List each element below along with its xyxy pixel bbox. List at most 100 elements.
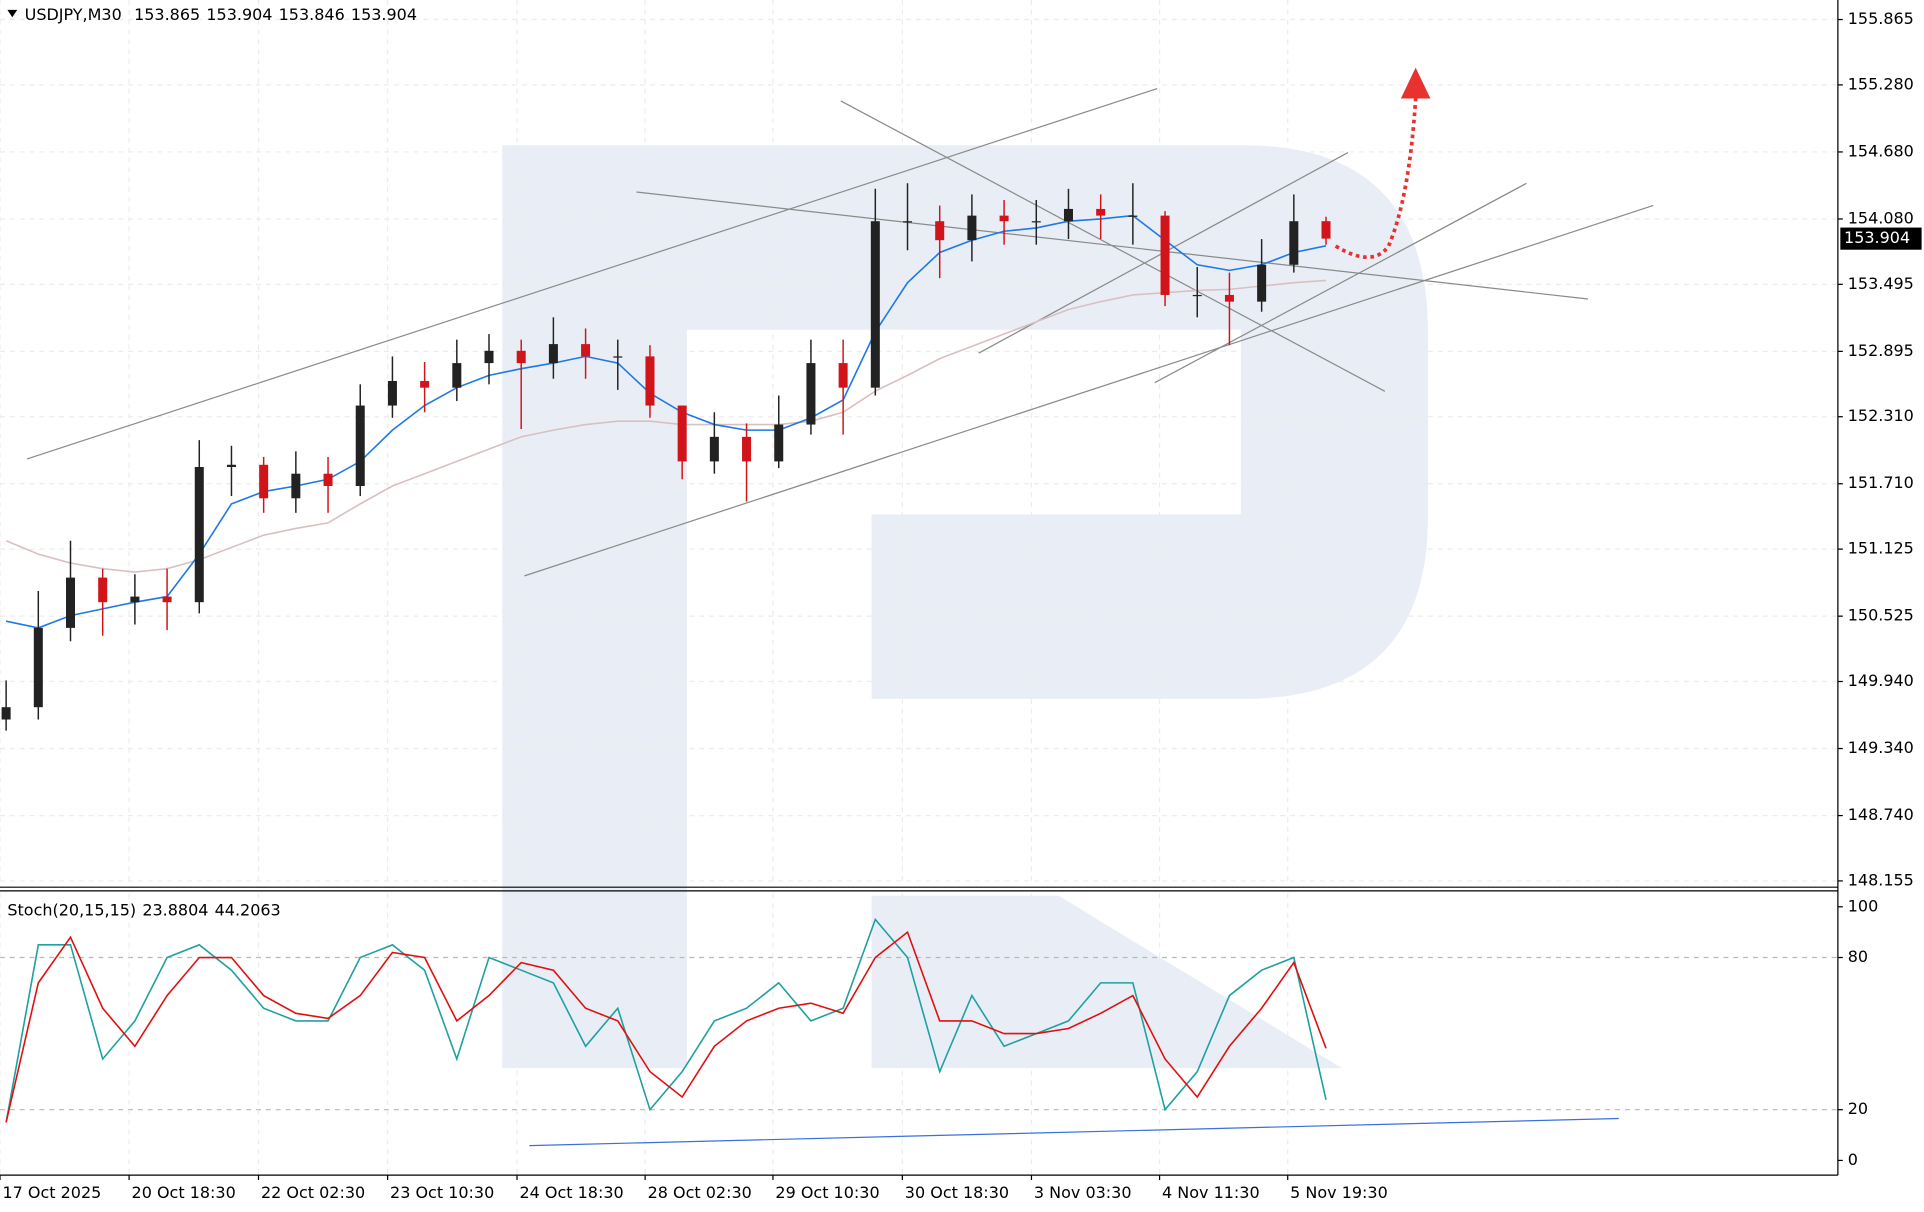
forecast-head	[1400, 67, 1431, 99]
logo-leg	[871, 895, 1342, 1069]
y-tick-label: 100	[1848, 896, 1879, 915]
candle-body	[65, 577, 76, 628]
y-tick-label: 20	[1848, 1099, 1868, 1118]
candle-body	[1096, 208, 1106, 216]
price-tag-label: 153.904	[1844, 228, 1910, 247]
stoch-header: Stoch(20,15,15) 23.8804 44.2063	[7, 900, 280, 919]
x-tick-label: 17 Oct 2025	[2, 1183, 101, 1202]
symbol-marker	[7, 9, 18, 18]
candle-body	[613, 356, 623, 358]
candle-body	[1321, 221, 1331, 239]
open: 153.865	[134, 4, 200, 23]
d-value: 44.2063	[215, 900, 281, 919]
candle-body	[259, 464, 269, 499]
candle-body	[323, 473, 333, 486]
y-tick-label: 149.340	[1848, 738, 1914, 757]
x-tick-label: 22 Oct 02:30	[261, 1183, 365, 1202]
y-tick-label: 149.940	[1848, 671, 1914, 690]
candle-body	[484, 350, 494, 364]
x-tick-label: 5 Nov 19:30	[1290, 1183, 1388, 1202]
candle-body	[806, 363, 816, 425]
y-tick-label: 154.680	[1848, 141, 1914, 160]
y-tick-label: 153.495	[1848, 274, 1914, 293]
y-tick-label: 150.525	[1848, 606, 1914, 625]
candle-body	[226, 464, 236, 468]
data	[1, 183, 1331, 1123]
candle-body	[33, 627, 43, 708]
candle-body	[1063, 208, 1073, 222]
y-tick-label: 80	[1848, 947, 1868, 966]
candle-body	[1128, 215, 1138, 217]
candle-body	[548, 344, 558, 364]
x-tick-label: 29 Oct 10:30	[775, 1183, 879, 1202]
y-tick-label: 148.155	[1848, 870, 1914, 889]
candle-body	[355, 405, 365, 486]
y-tick-label: 0	[1848, 1150, 1858, 1169]
low: 153.846	[279, 4, 345, 23]
candle-body	[903, 221, 913, 223]
symbol-header: USDJPY,M30 153.865 153.904 153.846 153.904	[25, 4, 417, 23]
x-tick-label: 4 Nov 11:30	[1162, 1183, 1260, 1202]
candle-body	[1289, 221, 1299, 265]
candle-body	[1031, 221, 1041, 223]
candle-body	[420, 380, 430, 388]
close: 153.904	[351, 4, 417, 23]
logo-bowl	[502, 145, 1428, 1069]
grid	[0, 0, 1838, 1176]
candle-body	[452, 363, 462, 388]
candle-body	[130, 596, 140, 603]
forecast-path	[1334, 98, 1418, 259]
candle-body	[98, 577, 108, 603]
y-tick-label: 155.865	[1848, 9, 1914, 28]
candle-body	[709, 436, 719, 462]
series-line	[5, 214, 1327, 629]
candle-body	[870, 221, 880, 388]
k-value: 23.8804	[142, 900, 208, 919]
x-tick-label: 30 Oct 18:30	[905, 1183, 1009, 1202]
watermark	[502, 145, 1428, 1069]
candle-body	[162, 596, 172, 603]
candle-body	[774, 424, 784, 462]
series-line	[5, 279, 1327, 573]
y-tick-label: 152.310	[1848, 406, 1914, 425]
indicator: Stoch(20,15,15)	[7, 900, 136, 919]
candle-body	[1192, 294, 1202, 297]
candle-body	[1257, 264, 1267, 302]
y-tick-label: 151.125	[1848, 539, 1914, 558]
frame	[0, 0, 1839, 1176]
x-tick-label: 20 Oct 18:30	[132, 1183, 236, 1202]
x-tick-label: 28 Oct 02:30	[648, 1183, 752, 1202]
forecast-arrow	[1334, 67, 1431, 259]
candle-body	[387, 380, 397, 406]
high: 153.904	[206, 4, 272, 23]
y-tick-label: 148.740	[1848, 805, 1914, 824]
y-tick-label: 152.895	[1848, 341, 1914, 360]
series-line	[5, 930, 1327, 1123]
candle-body	[516, 350, 526, 364]
trend-line	[840, 100, 1386, 392]
x-tick-label: 24 Oct 18:30	[519, 1183, 623, 1202]
candle-body	[645, 356, 655, 406]
stoch-trend-line	[529, 1117, 1619, 1147]
symbol: USDJPY,M30	[25, 4, 122, 23]
x-tick-label: 3 Nov 03:30	[1034, 1183, 1132, 1202]
candle-body	[291, 473, 301, 499]
price-tag	[1840, 227, 1922, 250]
candle-body	[935, 221, 945, 241]
trend-line	[1154, 182, 1527, 384]
x-tick-label: 23 Oct 10:30	[390, 1183, 494, 1202]
trend-line	[26, 88, 1158, 460]
candle-body	[1160, 215, 1170, 295]
candle-body	[742, 436, 752, 462]
y-tick-label: 155.280	[1848, 74, 1914, 93]
y-tick-label: 154.080	[1848, 208, 1914, 227]
candle-body	[1224, 294, 1234, 302]
candle-body	[999, 215, 1009, 222]
trend-line	[524, 204, 1654, 577]
y-tick-label: 151.710	[1848, 473, 1914, 492]
candle-body	[838, 363, 848, 388]
series-line	[5, 917, 1327, 1123]
candle-body	[1, 707, 11, 720]
